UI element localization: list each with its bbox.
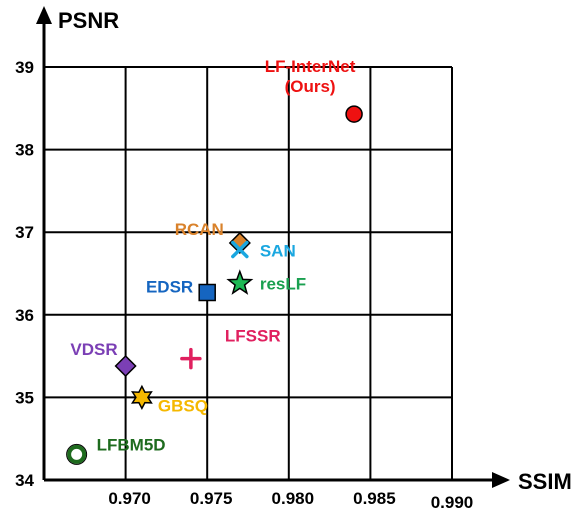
label-lf-internet-ours: LF-InterNet (Ours) [265, 57, 356, 96]
y-tick-label: 34 [15, 471, 34, 490]
y-tick-label: 38 [15, 141, 34, 160]
x-axis-arrow [492, 472, 510, 488]
y-axis-label: PSNR [58, 8, 119, 33]
x-axis-label: SSIM [518, 469, 572, 494]
data-points [66, 105, 363, 465]
point-rcan [228, 231, 251, 254]
y-tick-label: 39 [15, 58, 34, 77]
point-san [231, 240, 249, 259]
y-tick-label: 37 [15, 223, 34, 242]
point-vdsr [114, 354, 137, 378]
x-tick-label: 0.970 [108, 489, 151, 508]
x-tick-label: 0.990 [431, 493, 474, 512]
label-edsr: EDSR [146, 277, 193, 296]
x-tick-labels: 0.970 0.975 0.980 0.985 0.990 [108, 489, 473, 512]
point-edsr [198, 283, 216, 302]
point-reslf [226, 269, 254, 295]
y-tick-label: 36 [15, 306, 34, 325]
point-lfbm5d [67, 444, 87, 464]
x-tick-label: 0.985 [353, 489, 396, 508]
x-tick-label: 0.980 [272, 489, 315, 508]
label-vdsr: VDSR [70, 340, 117, 359]
point-lf-internet-ours [345, 105, 363, 123]
axes [36, 6, 510, 488]
point-lfssr [180, 347, 202, 370]
y-tick-label: 35 [15, 388, 34, 407]
label-san: SAN [260, 242, 296, 261]
point-lfbm5d-outline [66, 443, 88, 465]
y-tick-labels: 34 35 36 37 38 39 [15, 58, 34, 490]
point-gbsq [130, 384, 153, 411]
label-gbsq: GBSQ [158, 396, 208, 415]
label-lfbm5d: LFBM5D [97, 435, 166, 454]
label-lfssr: LFSSR [225, 327, 281, 346]
y-axis-arrow [36, 6, 52, 24]
data-labels: LF-InterNet (Ours) RCAN SAN EDSR resLF LFSSR VD… [70, 57, 355, 454]
label-rcan: RCAN [175, 220, 224, 239]
grid [44, 66, 453, 480]
x-tick-label: 0.975 [190, 489, 233, 508]
label-reslf: resLF [260, 274, 306, 293]
